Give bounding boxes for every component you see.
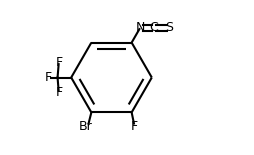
Text: F: F	[131, 120, 138, 133]
Text: F: F	[44, 71, 52, 84]
Text: C: C	[150, 21, 158, 34]
Text: F: F	[56, 56, 63, 69]
Text: S: S	[165, 21, 173, 34]
Text: N: N	[135, 21, 145, 34]
Text: Br: Br	[78, 120, 92, 133]
Text: F: F	[56, 86, 63, 99]
